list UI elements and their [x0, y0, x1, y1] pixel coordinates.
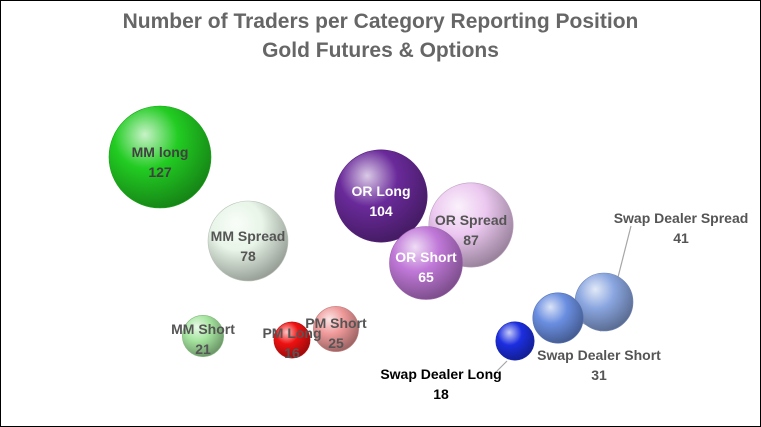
- bubble-mm-short: [182, 314, 225, 357]
- bubbles: [108, 105, 634, 361]
- bubble-swap-dealer-short: [532, 292, 584, 344]
- data-label-name: PM Long: [262, 325, 321, 341]
- data-label: Swap Dealer Short 31: [537, 347, 661, 383]
- data-label-name: MM Short: [171, 321, 235, 337]
- data-label-value: 127: [148, 164, 172, 180]
- data-label-name: Swap Dealer Short: [537, 347, 661, 363]
- data-label-name: OR Long: [351, 183, 410, 199]
- bubble-or-long: [334, 149, 428, 243]
- data-label-value: 21: [195, 341, 211, 357]
- chart-title: Number of Traders per Category Reporting…: [1, 7, 760, 65]
- data-label-value: 87: [463, 232, 479, 248]
- data-label-value: 65: [418, 269, 434, 285]
- data-label-value: 16: [284, 345, 300, 361]
- bubble-labels: MM long 127 OR Long 104 OR Spread 87 MM Spread…: [132, 144, 749, 402]
- data-label-value: 18: [433, 386, 449, 402]
- bubble-or-short: [389, 226, 463, 300]
- data-label: Swap Dealer Spread 41: [614, 210, 749, 246]
- data-label-name: Swap Dealer Spread: [614, 210, 749, 226]
- data-label-value: 41: [673, 230, 689, 246]
- data-label: Swap Dealer Long 18: [380, 366, 501, 402]
- data-label-value: 78: [240, 248, 256, 264]
- bubble-swap-dealer-long: [495, 321, 535, 361]
- data-label-name: MM long: [132, 144, 189, 160]
- chart-title-line1: Number of Traders per Category Reporting…: [122, 10, 639, 33]
- data-label-name: MM Spread: [211, 228, 286, 244]
- data-label: MM long 127: [132, 144, 189, 180]
- data-label-name: PM Short: [305, 315, 367, 331]
- bubble-swap-dealer-spread: [574, 272, 634, 332]
- data-label-name: OR Short: [395, 249, 457, 265]
- bubble-mm-long: [108, 105, 212, 209]
- data-label-name: OR Spread: [435, 212, 507, 228]
- bubble-pm-long: [273, 321, 311, 359]
- data-label: MM Short 21: [171, 321, 235, 357]
- data-label: PM Long 16: [262, 325, 321, 361]
- bubble-mm-spread: [207, 200, 289, 282]
- bubble-pm-short: [313, 306, 359, 352]
- data-label-value: 25: [328, 335, 344, 351]
- data-label: MM Spread 78: [211, 228, 286, 264]
- data-label-value: 104: [369, 203, 393, 219]
- data-label: PM Short 25: [305, 315, 367, 351]
- leader-line: [496, 360, 508, 372]
- chart-subtitle: Gold Futures & Options: [262, 39, 499, 62]
- data-label: OR Long 104: [351, 183, 410, 219]
- data-label-value: 31: [591, 367, 607, 383]
- data-label: OR Spread 87: [435, 212, 507, 248]
- data-label-name: Swap Dealer Long: [380, 366, 501, 382]
- data-label: OR Short 65: [395, 249, 457, 285]
